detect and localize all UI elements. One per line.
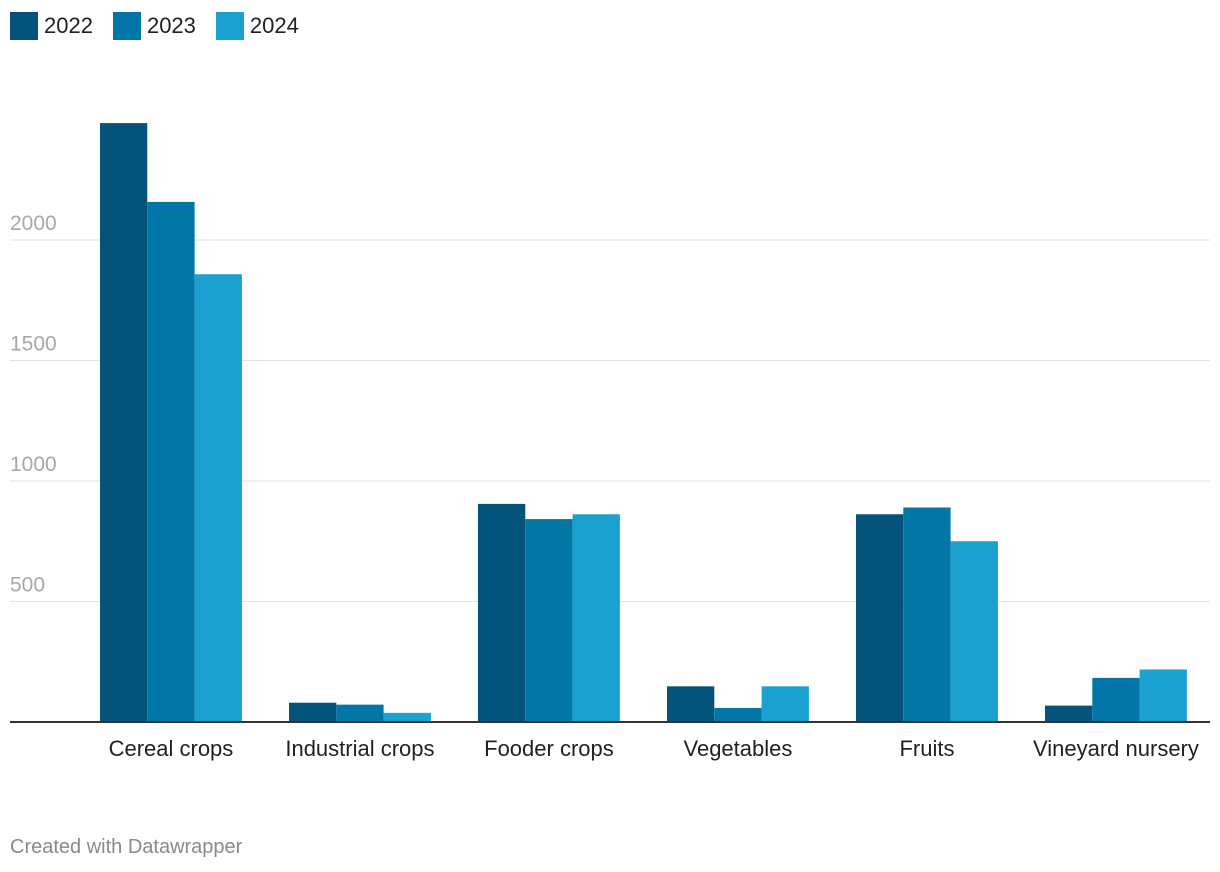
legend-swatch-2024: [215, 12, 244, 40]
bar-fruits-2022: [856, 514, 904, 722]
bar-fruits-2023: [903, 507, 951, 722]
x-tick-label-cereal-crops: Cereal crops: [109, 736, 234, 761]
legend-swatch-2023: [112, 12, 141, 40]
y-tick-label-1500: 1500: [10, 333, 57, 356]
bar-vineyard-nursery-2024: [1139, 669, 1187, 722]
y-tick-label-2000: 2000: [10, 212, 57, 235]
legend-swatch-2022: [10, 12, 38, 40]
bar-vegetables-2024: [761, 686, 809, 722]
footer-credit: Created with Datawrapper: [10, 836, 243, 858]
bar-cereal-crops-2024: [194, 274, 242, 722]
x-tick-label-industrial-crops: Industrial crops: [285, 736, 434, 761]
y-tick-label-1000: 1000: [10, 453, 57, 476]
x-tick-label-vegetables: Vegetables: [684, 736, 793, 761]
bar-fruits-2024: [950, 541, 998, 722]
bar-cereal-crops-2022: [100, 123, 148, 723]
bar-industrial-crops-2024: [383, 712, 431, 722]
bar-industrial-crops-2023: [336, 704, 384, 722]
legend: 2022 2023 2024: [10, 12, 299, 40]
legend-label-2024: 2024: [249, 13, 299, 38]
bar-industrial-crops-2022: [289, 702, 337, 722]
bar-vineyard-nursery-2022: [1045, 705, 1093, 722]
bar-vegetables-2022: [667, 686, 715, 722]
legend-item-2022: 2022: [10, 12, 93, 40]
bar-fooder-crops-2024: [572, 514, 620, 722]
bar-vineyard-nursery-2023: [1092, 677, 1140, 722]
bar-vegetables-2023: [714, 708, 762, 722]
legend-label-2023: 2023: [146, 13, 196, 38]
bar-fooder-crops-2022: [478, 503, 526, 722]
bar-cereal-crops-2023: [147, 201, 195, 722]
legend-label-2022: 2022: [44, 13, 93, 38]
x-tick-label-fooder-crops: Fooder crops: [484, 736, 614, 761]
bar-fooder-crops-2023: [525, 519, 573, 722]
x-tick-label-fruits: Fruits: [899, 736, 954, 761]
legend-item-2024: 2024: [215, 12, 299, 40]
y-tick-label-500: 500: [10, 574, 45, 597]
x-tick-label-vineyard-nursery: Vineyard nursery: [1033, 736, 1199, 761]
legend-item-2023: 2023: [112, 12, 196, 40]
